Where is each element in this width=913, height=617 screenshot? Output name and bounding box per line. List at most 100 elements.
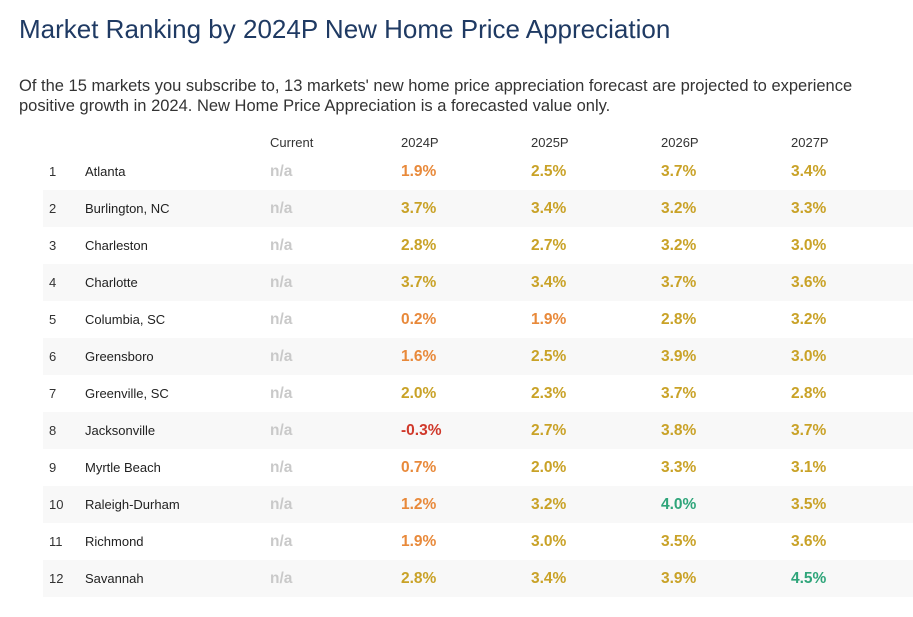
table-row: 6 Greensboro n/a 1.6% 2.5% 3.9% 3.0%	[43, 338, 913, 375]
market-ranking-table: Current 2024P 2025P 2026P 2027P 1 Atlanta…	[43, 131, 913, 597]
table-header: Current 2024P 2025P 2026P 2027P	[43, 131, 913, 153]
market-name-cell: Myrtle Beach	[85, 460, 161, 475]
value-2027p-cell: 3.1%	[791, 458, 827, 476]
table-row: 7 Greenville, SC n/a 2.0% 2.3% 3.7% 2.8%	[43, 375, 913, 412]
value-2027p-cell: 3.6%	[791, 273, 827, 291]
value-2027p-cell: 3.5%	[791, 495, 827, 513]
table-row: 11 Richmond n/a 1.9% 3.0% 3.5% 3.6%	[43, 523, 913, 560]
table-row: 4 Charlotte n/a 3.7% 3.4% 3.7% 3.6%	[43, 264, 913, 301]
column-header-2026p: 2026P	[661, 134, 699, 150]
table-row: 12 Savannah n/a 2.8% 3.4% 3.9% 4.5%	[43, 560, 913, 597]
market-name-cell: Columbia, SC	[85, 312, 166, 327]
value-2024p-cell: 2.8%	[401, 236, 437, 254]
rank-cell: 11	[49, 534, 63, 549]
value-2026p-cell: 3.8%	[661, 421, 697, 439]
value-2027p-cell: 3.7%	[791, 421, 827, 439]
rank-cell: 1	[49, 164, 57, 179]
rank-cell: 9	[49, 460, 57, 475]
current-value-cell: n/a	[270, 532, 293, 550]
market-name-cell: Atlanta	[85, 164, 126, 179]
rank-cell: 5	[49, 312, 57, 327]
value-2024p-cell: -0.3%	[401, 421, 442, 439]
current-value-cell: n/a	[270, 458, 293, 476]
rank-cell: 10	[49, 497, 64, 512]
table-row: 9 Myrtle Beach n/a 0.7% 2.0% 3.3% 3.1%	[43, 449, 913, 486]
rank-cell: 3	[49, 238, 57, 253]
current-value-cell: n/a	[270, 162, 293, 180]
value-2027p-cell: 2.8%	[791, 384, 827, 402]
value-2026p-cell: 3.2%	[661, 236, 697, 254]
current-value-cell: n/a	[270, 569, 293, 587]
value-2025p-cell: 3.4%	[531, 569, 567, 587]
table-row: 5 Columbia, SC n/a 0.2% 1.9% 2.8% 3.2%	[43, 301, 913, 338]
value-2027p-cell: 3.3%	[791, 199, 827, 217]
market-name-cell: Burlington, NC	[85, 201, 170, 216]
value-2026p-cell: 2.8%	[661, 310, 697, 328]
value-2025p-cell: 1.9%	[531, 310, 567, 328]
column-header-2024p: 2024P	[401, 134, 439, 150]
value-2027p-cell: 3.0%	[791, 236, 827, 254]
value-2024p-cell: 1.9%	[401, 162, 437, 180]
value-2025p-cell: 3.0%	[531, 532, 567, 550]
market-name-cell: Richmond	[85, 534, 144, 549]
current-value-cell: n/a	[270, 199, 293, 217]
value-2026p-cell: 4.0%	[661, 495, 697, 513]
value-2027p-cell: 3.0%	[791, 347, 827, 365]
value-2027p-cell: 3.6%	[791, 532, 827, 550]
value-2024p-cell: 1.6%	[401, 347, 437, 365]
rank-cell: 7	[49, 386, 57, 401]
value-2025p-cell: 2.7%	[531, 421, 567, 439]
table-row: 8 Jacksonville n/a -0.3% 2.7% 3.8% 3.7%	[43, 412, 913, 449]
value-2026p-cell: 3.5%	[661, 532, 697, 550]
value-2026p-cell: 3.3%	[661, 458, 697, 476]
value-2025p-cell: 2.5%	[531, 347, 567, 365]
value-2025p-cell: 2.5%	[531, 162, 567, 180]
column-header-2027p: 2027P	[791, 134, 829, 150]
current-value-cell: n/a	[270, 273, 293, 291]
value-2024p-cell: 1.9%	[401, 532, 437, 550]
market-name-cell: Jacksonville	[85, 423, 156, 438]
table-row: 10 Raleigh-Durham n/a 1.2% 3.2% 4.0% 3.5%	[43, 486, 913, 523]
value-2026p-cell: 3.9%	[661, 569, 697, 587]
value-2025p-cell: 3.2%	[531, 495, 567, 513]
market-name-cell: Greensboro	[85, 349, 154, 364]
value-2027p-cell: 4.5%	[791, 569, 827, 587]
current-value-cell: n/a	[270, 310, 293, 328]
table-row: 1 Atlanta n/a 1.9% 2.5% 3.7% 3.4%	[43, 153, 913, 190]
value-2026p-cell: 3.9%	[661, 347, 697, 365]
table-row: 2 Burlington, NC n/a 3.7% 3.4% 3.2% 3.3%	[43, 190, 913, 227]
page-title: Market Ranking by 2024P New Home Price A…	[19, 14, 671, 44]
rank-cell: 12	[49, 571, 64, 586]
market-name-cell: Raleigh-Durham	[85, 497, 180, 512]
market-name-cell: Savannah	[85, 571, 144, 586]
rank-cell: 4	[49, 275, 57, 290]
rank-cell: 6	[49, 349, 57, 364]
value-2024p-cell: 0.7%	[401, 458, 437, 476]
value-2026p-cell: 3.7%	[661, 384, 697, 402]
column-header-2025p: 2025P	[531, 134, 569, 150]
current-value-cell: n/a	[270, 236, 293, 254]
value-2025p-cell: 3.4%	[531, 273, 567, 291]
value-2024p-cell: 3.7%	[401, 273, 437, 291]
value-2025p-cell: 2.3%	[531, 384, 567, 402]
current-value-cell: n/a	[270, 347, 293, 365]
value-2024p-cell: 3.7%	[401, 199, 437, 217]
rank-cell: 2	[49, 201, 57, 216]
value-2025p-cell: 2.0%	[531, 458, 567, 476]
current-value-cell: n/a	[270, 384, 293, 402]
page-description: Of the 15 markets you subscribe to, 13 m…	[19, 77, 853, 115]
value-2026p-cell: 3.7%	[661, 162, 697, 180]
current-value-cell: n/a	[270, 421, 293, 439]
value-2024p-cell: 2.8%	[401, 569, 437, 587]
rank-cell: 8	[49, 423, 57, 438]
value-2024p-cell: 0.2%	[401, 310, 437, 328]
value-2024p-cell: 2.0%	[401, 384, 437, 402]
value-2026p-cell: 3.7%	[661, 273, 697, 291]
column-header-current: Current	[270, 134, 314, 150]
table-row: 3 Charleston n/a 2.8% 2.7% 3.2% 3.0%	[43, 227, 913, 264]
table-body: 1 Atlanta n/a 1.9% 2.5% 3.7% 3.4% 2 Burlington, …	[43, 153, 913, 597]
value-2025p-cell: 3.4%	[531, 199, 567, 217]
current-value-cell: n/a	[270, 495, 293, 513]
value-2027p-cell: 3.4%	[791, 162, 827, 180]
value-2025p-cell: 2.7%	[531, 236, 567, 254]
